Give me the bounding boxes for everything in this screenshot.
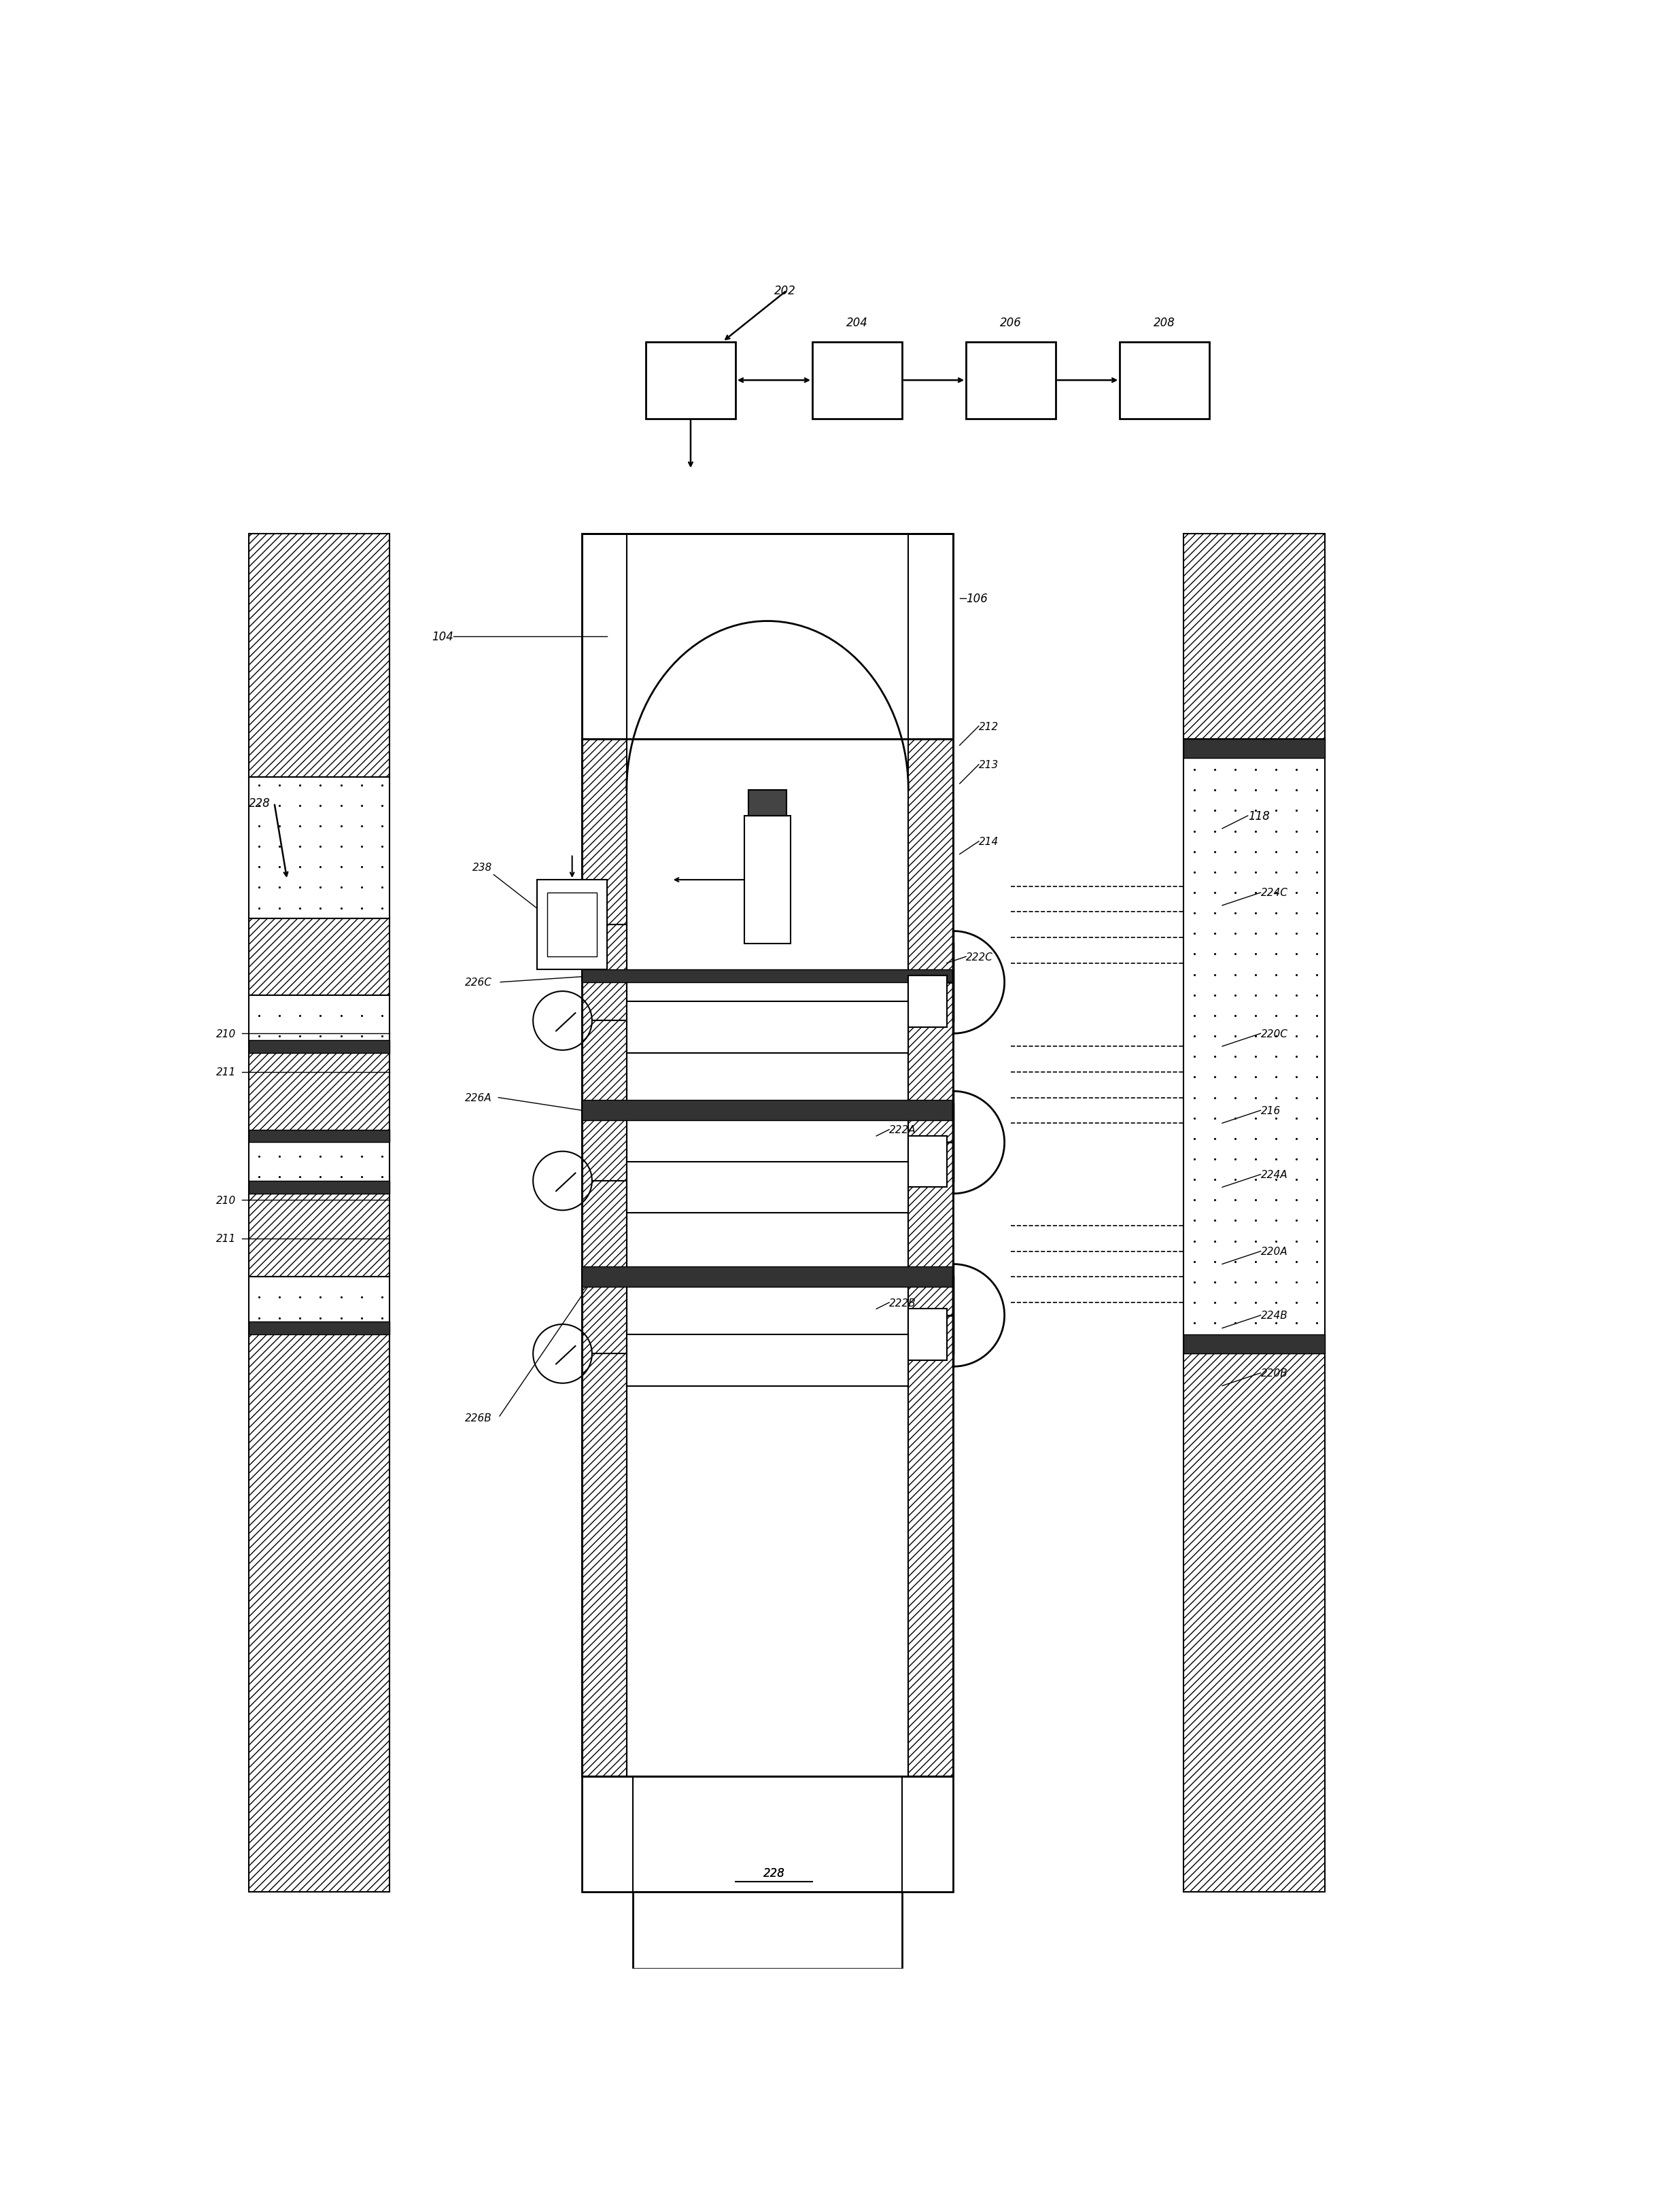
Text: 224A: 224A: [1260, 1170, 1288, 1179]
Text: 222B: 222B: [890, 1298, 916, 1307]
Text: 224C: 224C: [1260, 887, 1288, 898]
Text: 213: 213: [979, 759, 999, 770]
Text: 238: 238: [471, 863, 491, 872]
Text: 226B: 226B: [465, 1413, 491, 1422]
Bar: [966, 343, 1056, 418]
Text: 220B: 220B: [1260, 1367, 1288, 1378]
Bar: [581, 1099, 953, 1121]
Bar: [749, 790, 787, 816]
Bar: [581, 535, 953, 739]
Bar: [249, 1188, 390, 1276]
Text: 211: 211: [216, 1066, 236, 1077]
Bar: [249, 1137, 390, 1188]
Bar: [908, 739, 953, 1776]
Text: 106: 106: [966, 593, 988, 604]
Text: 222C: 222C: [966, 951, 993, 962]
Bar: [626, 1334, 908, 1387]
Text: 226A: 226A: [465, 1093, 491, 1104]
Text: 211: 211: [216, 1234, 236, 1243]
Bar: [908, 1137, 946, 1188]
Text: 208: 208: [1154, 316, 1175, 330]
Text: 212: 212: [979, 721, 999, 732]
Text: 214: 214: [979, 836, 999, 847]
Bar: [581, 1776, 953, 1891]
Bar: [744, 816, 790, 945]
Text: 222A: 222A: [890, 1124, 916, 1135]
Bar: [908, 1310, 946, 1360]
Bar: [1184, 739, 1325, 1354]
Text: 202: 202: [774, 285, 795, 296]
Text: 228: 228: [764, 1867, 785, 1878]
Bar: [249, 1040, 390, 1053]
Bar: [1120, 343, 1210, 418]
Bar: [249, 1323, 390, 1334]
Bar: [1184, 535, 1325, 739]
Bar: [536, 880, 608, 969]
Bar: [249, 779, 390, 918]
Text: 224B: 224B: [1260, 1310, 1288, 1321]
Bar: [632, 1891, 901, 1969]
Bar: [581, 969, 953, 982]
Bar: [548, 894, 598, 958]
Text: 216: 216: [1260, 1106, 1280, 1115]
Bar: [249, 995, 390, 1046]
Bar: [249, 535, 390, 779]
Bar: [249, 1046, 390, 1137]
Text: 220C: 220C: [1260, 1029, 1288, 1040]
Text: 210: 210: [216, 1029, 236, 1040]
Text: 204: 204: [847, 316, 868, 330]
Text: 220A: 220A: [1260, 1245, 1288, 1256]
Text: 118: 118: [1248, 810, 1270, 823]
Text: 228: 228: [249, 796, 271, 810]
Bar: [1184, 739, 1325, 759]
Text: 206: 206: [999, 316, 1021, 330]
Bar: [908, 975, 946, 1026]
Bar: [249, 1130, 390, 1144]
Bar: [249, 1329, 390, 1891]
Bar: [1184, 1334, 1325, 1354]
Text: 226C: 226C: [465, 978, 491, 989]
Text: 104: 104: [432, 630, 453, 644]
Bar: [626, 1161, 908, 1212]
Bar: [581, 1267, 953, 1287]
Bar: [249, 1276, 390, 1329]
Bar: [249, 1181, 390, 1194]
Bar: [249, 918, 390, 995]
Bar: [1184, 1354, 1325, 1891]
Bar: [581, 739, 626, 1776]
Text: 228: 228: [764, 1867, 785, 1878]
Bar: [812, 343, 901, 418]
Text: 210: 210: [216, 1194, 236, 1206]
Bar: [626, 1002, 908, 1053]
Bar: [646, 343, 735, 418]
